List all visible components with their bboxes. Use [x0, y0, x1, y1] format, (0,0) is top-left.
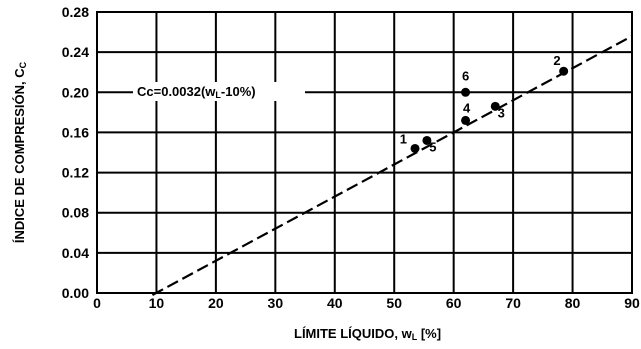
data-point-label: 3: [498, 105, 505, 120]
equation-background: [133, 82, 305, 101]
fit-equation: Cc=0.0032(wL-10%): [137, 84, 256, 100]
x-tick-label: 90: [624, 295, 640, 311]
plot-border: [96, 11, 633, 294]
x-tick-label: 20: [208, 295, 224, 311]
x-axis-ticks: 0 10 20 30 40 50 60 70 80 90: [93, 295, 640, 311]
data-point-label: 2: [553, 53, 560, 68]
data-point-label: 4: [463, 100, 471, 115]
y-axis-label: ÍNDICE DE COMPRESIÓN, CC: [12, 61, 28, 243]
data-point: [422, 135, 432, 145]
fit-line: [151, 35, 633, 296]
data-point: [461, 115, 471, 125]
y-tick-label: 0.12: [62, 165, 89, 181]
y-tick-label: 0.08: [62, 205, 89, 221]
x-tick-label: 10: [149, 295, 165, 311]
y-tick-label: 0.04: [62, 245, 89, 261]
data-point-label: 1: [400, 131, 407, 146]
x-tick-label: 0: [93, 295, 101, 311]
y-tick-label: 0.24: [62, 44, 89, 60]
data-point: [461, 87, 471, 97]
data-point: [410, 143, 420, 153]
y-tick-label: 0.00: [62, 285, 89, 301]
x-tick-label: 60: [446, 295, 462, 311]
x-axis-label: LÍMITE LÍQUIDO, wL [%]: [294, 326, 441, 342]
grid: [97, 12, 632, 293]
data-points: 1 2 3 4 5 6: [400, 53, 569, 154]
data-point-label: 6: [462, 68, 469, 83]
y-axis-ticks: 0.00 0.04 0.08 0.12 0.16 0.20 0.24 0.28: [62, 4, 89, 301]
data-point-label: 5: [429, 139, 436, 154]
x-tick-label: 80: [565, 295, 581, 311]
data-point: [490, 101, 500, 111]
y-tick-label: 0.16: [62, 124, 89, 140]
x-tick-label: 70: [505, 295, 521, 311]
y-tick-label: 0.20: [62, 84, 89, 100]
x-tick-label: 40: [327, 295, 343, 311]
data-point: [559, 66, 569, 76]
y-tick-label: 0.28: [62, 4, 89, 20]
x-tick-label: 30: [268, 295, 284, 311]
x-tick-label: 50: [386, 295, 402, 311]
